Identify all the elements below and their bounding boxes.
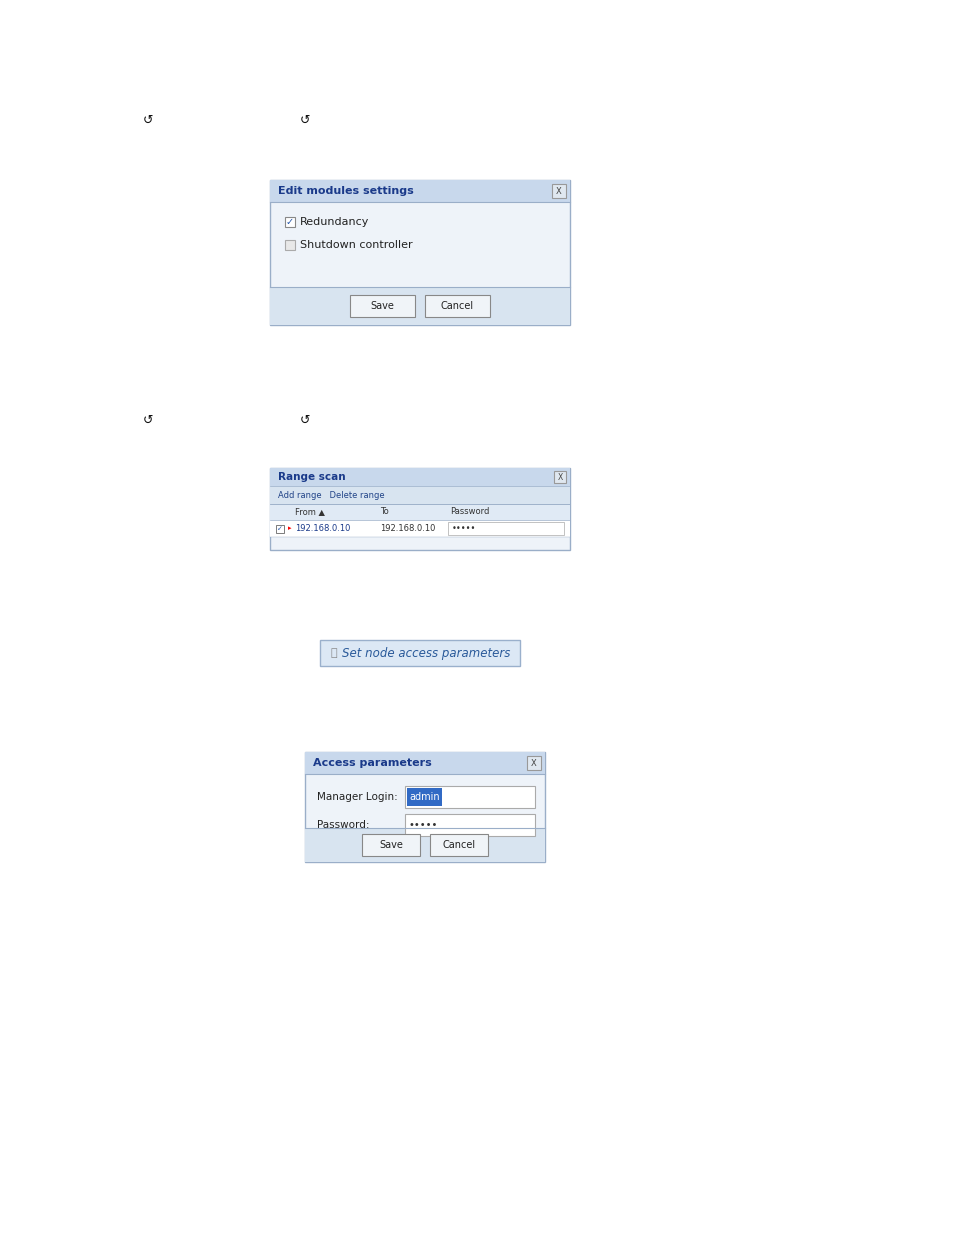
Bar <box>305 827 544 862</box>
Text: Access parameters: Access parameters <box>313 758 432 768</box>
Bar <box>270 468 569 550</box>
Text: •••••: ••••• <box>452 524 476 534</box>
Text: ↺: ↺ <box>299 414 310 426</box>
Text: X: X <box>556 186 561 195</box>
Bar <box>552 184 565 198</box>
Bar <box>407 788 441 806</box>
Bar <box>270 520 569 537</box>
Text: Password:: Password: <box>316 820 369 830</box>
Text: Edit modules settings: Edit modules settings <box>277 186 414 196</box>
Text: ↺: ↺ <box>143 114 153 126</box>
Bar <box>285 240 294 249</box>
Bar <box>305 752 544 774</box>
Bar <box>305 752 544 862</box>
Text: Set node access parameters: Set node access parameters <box>341 646 510 659</box>
Bar <box>270 504 569 520</box>
Text: From ▲: From ▲ <box>294 508 325 516</box>
Bar <box>430 834 488 856</box>
Bar <box>554 471 565 483</box>
Bar <box>405 814 535 836</box>
Text: ▸: ▸ <box>288 526 292 531</box>
Bar <box>270 180 569 325</box>
Text: Password: Password <box>450 508 489 516</box>
Text: ↺: ↺ <box>143 414 153 426</box>
Text: 🔑: 🔑 <box>331 648 337 658</box>
Text: Range scan: Range scan <box>277 472 345 482</box>
Bar <box>350 295 415 317</box>
Text: ✓: ✓ <box>286 217 294 227</box>
Bar <box>424 295 490 317</box>
Text: admin: admin <box>409 792 439 802</box>
Bar <box>270 180 569 203</box>
Bar <box>275 525 284 532</box>
Bar <box>319 640 519 666</box>
Text: Cancel: Cancel <box>440 301 474 311</box>
Bar <box>405 785 535 808</box>
Bar <box>526 756 540 769</box>
Bar <box>270 287 569 325</box>
Text: Save: Save <box>378 840 402 850</box>
Text: •••••: ••••• <box>409 820 438 830</box>
Bar <box>448 522 563 535</box>
Bar <box>285 217 294 227</box>
Text: Cancel: Cancel <box>442 840 475 850</box>
Text: Manager Login:: Manager Login: <box>316 792 397 802</box>
Text: Redundancy: Redundancy <box>299 217 369 227</box>
Text: Save: Save <box>370 301 394 311</box>
Bar <box>361 834 419 856</box>
Text: ↺: ↺ <box>299 114 310 126</box>
Text: To: To <box>379 508 388 516</box>
Bar <box>270 468 569 487</box>
Text: Add range   Delete range: Add range Delete range <box>277 490 384 499</box>
Text: X: X <box>557 473 562 482</box>
Text: ✓: ✓ <box>276 526 283 531</box>
Text: X: X <box>531 758 537 767</box>
Text: 192.168.0.10: 192.168.0.10 <box>379 524 435 534</box>
Bar <box>270 487 569 504</box>
Text: Shutdown controller: Shutdown controller <box>299 240 413 249</box>
Text: 192.168.0.10: 192.168.0.10 <box>294 524 350 534</box>
